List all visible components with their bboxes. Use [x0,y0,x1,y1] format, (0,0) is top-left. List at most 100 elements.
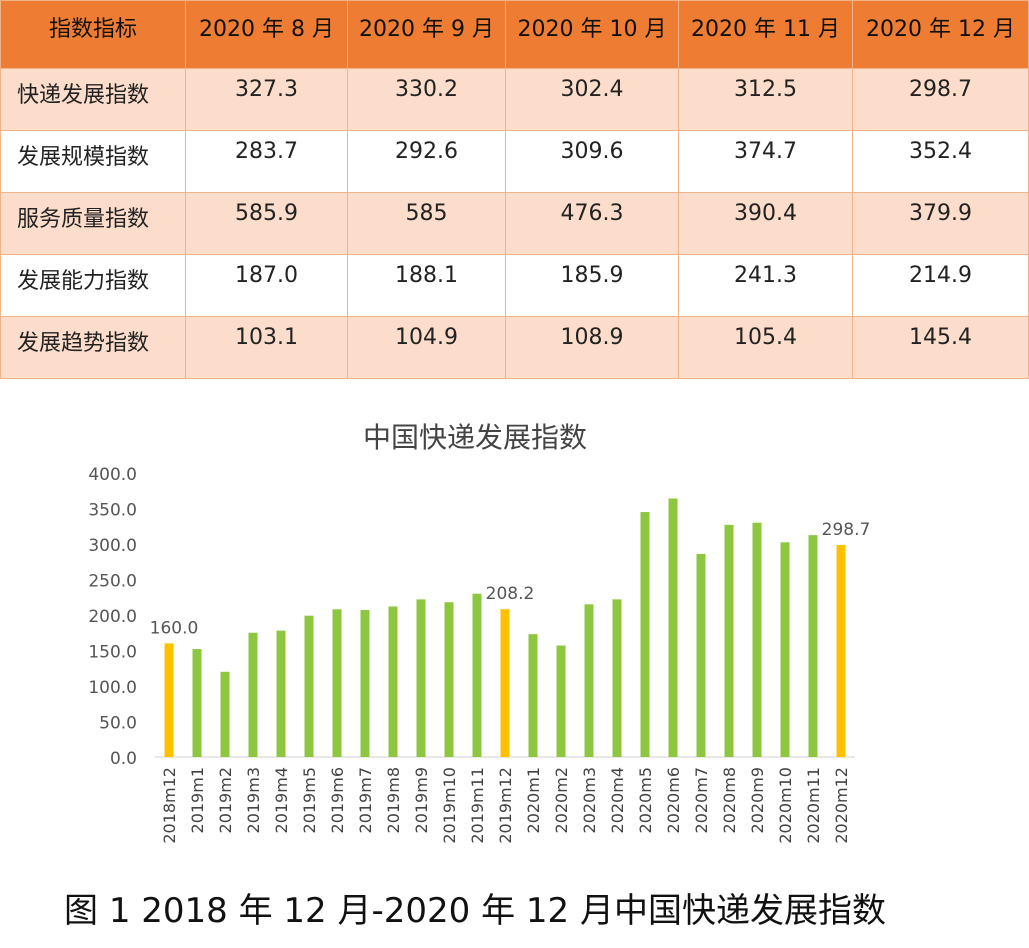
x-tick-label: 2020m8 [720,767,739,833]
table-header-row: 指数指标 2020 年 8 月 2020 年 9 月 2020 年 10 月 2… [0,0,1029,69]
bar [640,512,650,757]
table-row: 发展趋势指数 103.1 104.9 108.9 105.4 145.4 [0,316,1029,379]
header-cell-month: 2020 年 9 月 [347,0,506,69]
value-cell: 185.9 [505,254,679,317]
bar [164,643,174,757]
x-tick-label: 2019m6 [328,767,347,833]
value-cell: 374.7 [678,130,853,193]
bar [612,599,622,757]
value-cell: 214.9 [852,254,1029,317]
header-cell-month: 2020 年 8 月 [185,0,348,69]
x-tick-label: 2020m4 [608,767,627,833]
bar [416,599,426,757]
figure-caption: 图 1 2018 年 12 月-2020 年 12 月中国快递发展指数 [64,891,886,931]
bar [276,630,286,757]
bar [248,632,258,757]
y-tick-label: 0.0 [110,749,137,769]
x-tick-label: 2019m9 [412,767,431,833]
y-tick-label: 100.0 [88,678,137,698]
bar [500,609,510,757]
bar [332,609,342,757]
value-cell: 302.4 [505,68,679,131]
value-cell: 327.3 [185,68,348,131]
y-tick-label: 200.0 [88,607,137,627]
value-cell: 330.2 [347,68,506,131]
x-tick-label: 2020m6 [664,767,683,833]
x-tick-label: 2019m12 [496,767,515,844]
value-cell: 104.9 [347,316,506,379]
bar [752,522,762,757]
chart-title: 中国快递发展指数 [363,421,587,454]
x-tick-label: 2019m4 [272,767,291,833]
row-name-cell: 发展趋势指数 [0,316,186,379]
header-cell-month: 2020 年 11 月 [678,0,853,69]
value-cell: 105.4 [678,316,853,379]
value-cell: 390.4 [678,192,853,255]
y-tick-label: 300.0 [88,536,137,556]
x-tick-label: 2019m1 [188,767,207,833]
x-tick-label: 2020m12 [832,767,851,844]
bar [808,535,818,757]
value-cell: 312.5 [678,68,853,131]
x-tick-label: 2019m7 [356,767,375,833]
value-cell: 103.1 [185,316,348,379]
x-tick-label: 2020m1 [524,767,543,833]
bar [388,606,398,757]
table-row: 发展规模指数 283.7 292.6 309.6 374.7 352.4 [0,130,1029,193]
x-tick-label: 2019m8 [384,767,403,833]
header-cell-indicator: 指数指标 [0,0,186,69]
value-cell: 292.6 [347,130,506,193]
bar [556,645,566,757]
x-tick-label: 2018m12 [160,767,179,844]
value-cell: 309.6 [505,130,679,193]
row-name-cell: 发展规模指数 [0,130,186,193]
data-label: 208.2 [486,584,535,604]
bar [304,615,314,757]
y-tick-label: 400.0 [88,465,137,485]
table-row: 发展能力指数 187.0 188.1 185.9 241.3 214.9 [0,254,1029,317]
x-tick-label: 2019m11 [468,767,487,844]
x-tick-label: 2020m3 [580,767,599,833]
header-cell-month: 2020 年 10 月 [505,0,679,69]
data-label: 298.7 [822,520,871,540]
bar [444,602,454,757]
row-name-cell: 服务质量指数 [0,192,186,255]
bar [360,610,370,757]
bar [584,604,594,757]
value-cell: 283.7 [185,130,348,193]
y-tick-label: 50.0 [99,714,137,734]
x-tick-label: 2020m10 [776,767,795,844]
y-tick-label: 250.0 [88,572,137,592]
x-tick-label: 2020m2 [552,767,571,833]
bar [192,649,202,757]
bar [472,593,482,757]
value-cell: 187.0 [185,254,348,317]
x-tick-label: 2019m10 [440,767,459,844]
bar-chart: 中国快递发展指数 0.0 50.0 100.0 150.0 200.0 250.0 300.0… [88,421,871,844]
bar [220,671,230,757]
header-cell-month: 2020 年 12 月 [852,0,1029,69]
x-tick-label: 2020m7 [692,767,711,833]
x-tick-label: 2019m5 [300,767,319,833]
row-name-cell: 发展能力指数 [0,254,186,317]
index-table: 指数指标 2020 年 8 月 2020 年 9 月 2020 年 10 月 2… [0,0,1029,379]
bar [780,542,790,757]
data-label: 160.0 [150,618,199,638]
x-tick-label: 2019m2 [216,767,235,833]
value-cell: 585.9 [185,192,348,255]
value-cell: 585 [347,192,506,255]
bar [696,553,706,757]
value-cell: 188.1 [347,254,506,317]
value-cell: 108.9 [505,316,679,379]
table-row: 快递发展指数 327.3 330.2 302.4 312.5 298.7 [0,68,1029,131]
y-tick-label: 350.0 [88,501,137,521]
bar [528,634,538,757]
x-tick-label: 2020m9 [748,767,767,833]
value-cell: 241.3 [678,254,853,317]
y-tick-label: 150.0 [88,643,137,663]
value-cell: 476.3 [505,192,679,255]
x-tick-label: 2020m5 [636,767,655,833]
bar [668,498,678,757]
value-cell: 145.4 [852,316,1029,379]
bar [724,524,734,757]
